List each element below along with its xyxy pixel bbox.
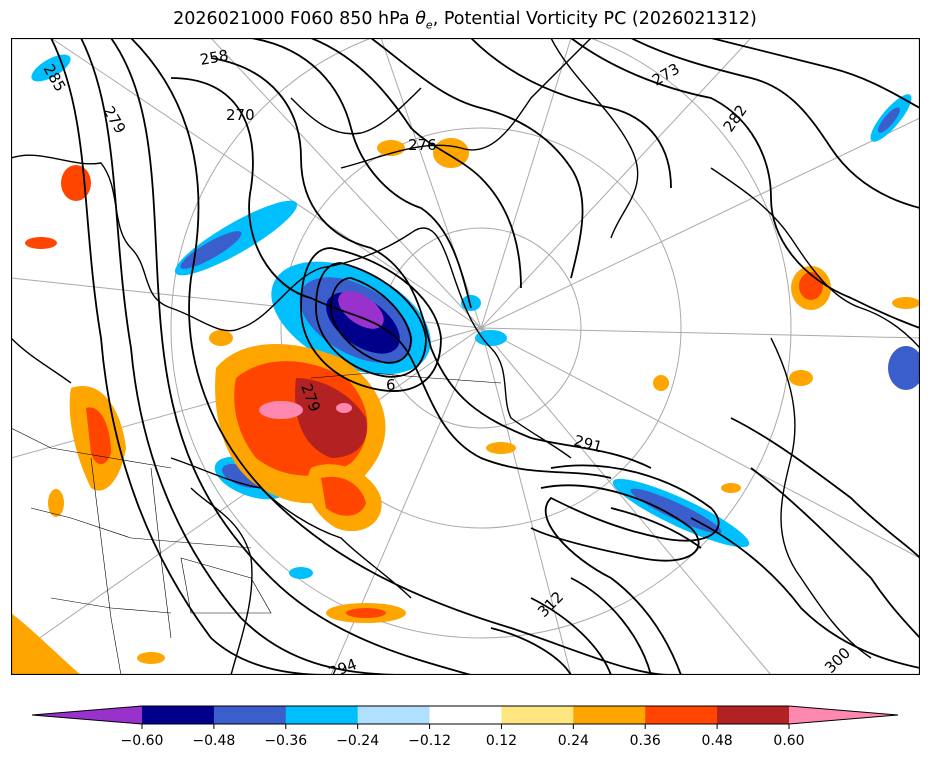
pv-positive-shading	[11, 138, 920, 675]
map-title: 2026021000 F060 850 hPa θe, Potential Vo…	[173, 9, 757, 32]
colorbar-tick-label: −0.24	[336, 733, 379, 749]
theta-e-contours	[50, 38, 920, 675]
colorbar-extend-high	[789, 706, 898, 724]
colorbar-tick-label: 0.12	[486, 733, 517, 749]
contour-label: 270	[226, 106, 255, 124]
colorbar-extend-low	[32, 706, 142, 724]
colorbar-swatch	[142, 706, 215, 724]
map-panel: 258 270 279 285 276 291 273 282 279 294 …	[11, 38, 920, 675]
coastlines	[11, 38, 920, 675]
colorbar-tick-label: 0.60	[773, 733, 804, 749]
colorbar: −0.60 −0.48 −0.36 −0.24 −0.12 0.12 0.24 0.36 0.4…	[31, 705, 899, 749]
colorbar-tick-label: 0.48	[702, 733, 733, 749]
colorbar-tick-label: −0.48	[192, 733, 235, 749]
colorbar-tick-label: −0.36	[264, 733, 307, 749]
colorbar-swatch	[573, 706, 646, 724]
colorbar-tick-label: 0.36	[630, 733, 661, 749]
colorbar-swatch	[357, 706, 431, 724]
colorbar-swatch	[645, 706, 718, 724]
colorbar-swatch	[717, 706, 790, 724]
colorbar-tick-label: 0.24	[558, 733, 589, 749]
colorbar-tick-label: −0.60	[121, 733, 164, 749]
colorbar-swatch	[429, 706, 502, 724]
contour-label: 6	[386, 376, 396, 394]
colorbar-swatch	[501, 706, 574, 724]
colorbar-swatch	[213, 706, 287, 724]
colorbar-swatch	[285, 706, 359, 724]
colorbar-tick-label: −0.12	[408, 733, 451, 749]
contour-label: 258	[199, 46, 230, 69]
contour-label: 276	[408, 136, 437, 154]
